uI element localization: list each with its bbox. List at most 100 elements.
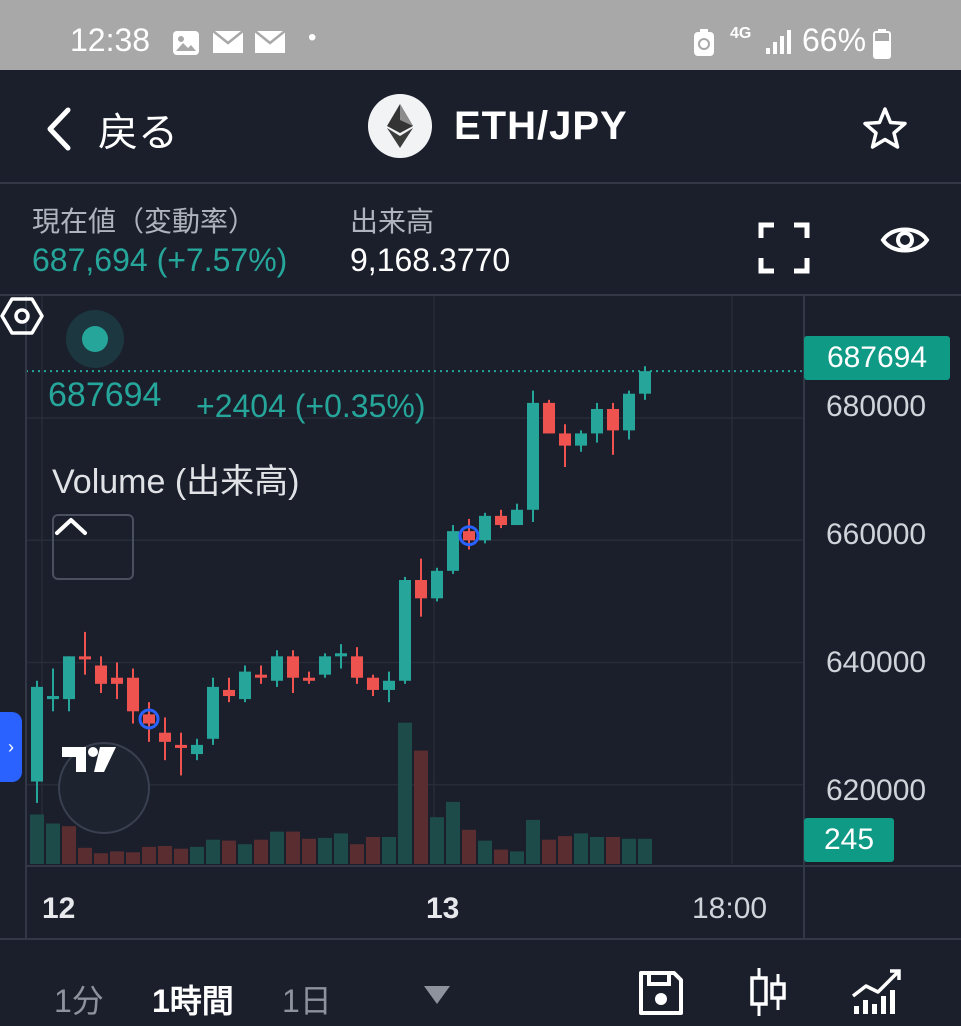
- candle-body: [95, 665, 107, 684]
- volume-bar: [366, 837, 380, 864]
- mail-icon: [212, 30, 244, 53]
- save-icon[interactable]: [638, 970, 684, 1016]
- y-tick-620000: 620000: [826, 774, 927, 807]
- candle-body: [79, 656, 91, 660]
- star-icon[interactable]: [862, 106, 908, 150]
- chevron-up-icon: [55, 518, 87, 535]
- last-price-tag: 687694: [804, 336, 950, 380]
- expand-panel-tab[interactable]: ›: [0, 712, 22, 782]
- volume-bar: [574, 833, 588, 864]
- volume-bar: [62, 826, 76, 864]
- eye-icon[interactable]: [880, 222, 930, 258]
- app-header: 戻る ETH/JPY: [0, 70, 961, 184]
- candle-body: [479, 515, 491, 541]
- timeframe-1d[interactable]: 1日: [282, 983, 332, 1019]
- volume-label: 出来高: [350, 206, 435, 237]
- candle-body: [319, 656, 331, 675]
- price-value: 687,694 (+7.57%): [32, 242, 288, 278]
- dropdown-icon[interactable]: [422, 984, 452, 1006]
- candlestick-chart: [25, 296, 961, 938]
- back-button[interactable]: 戻る: [44, 100, 178, 158]
- price-chart[interactable]: 687694 +2404 (+0.35%) Volume (出来高) › 687…: [0, 296, 961, 938]
- volume-bar: [494, 849, 508, 864]
- timeframe-1h[interactable]: 1時間: [152, 983, 234, 1019]
- battery-icon: [873, 29, 891, 59]
- price-label: 現在値（変動率）: [32, 206, 257, 237]
- volume-value: 9,168.3770: [350, 242, 511, 278]
- volume-bar: [110, 851, 124, 864]
- candle-body: [31, 686, 43, 782]
- candle-body: [575, 433, 587, 446]
- indicator-label: Volume (出来高): [52, 463, 300, 501]
- market-info: 現在値（変動率） 687,694 (+7.57%) 出来高 9,168.3770: [0, 184, 961, 296]
- volume-bar: [254, 839, 268, 864]
- volume-bar: [606, 837, 620, 864]
- fullscreen-icon[interactable]: [758, 222, 810, 274]
- live-indicator: [66, 310, 124, 368]
- y-tick-640000: 640000: [826, 646, 927, 679]
- volume-bar: [638, 838, 652, 864]
- status-time: 12:38: [70, 22, 151, 58]
- ethereum-icon: [368, 94, 432, 158]
- candle-body: [175, 744, 187, 748]
- indicators-icon[interactable]: [850, 968, 902, 1016]
- candle-body: [63, 656, 75, 700]
- volume-bar: [334, 833, 348, 864]
- candle-body: [591, 408, 603, 434]
- mail-icon: [254, 30, 286, 53]
- candle-body: [351, 656, 363, 678]
- candle-body: [191, 744, 203, 755]
- volume-bar: [30, 814, 44, 864]
- signal-icon: [766, 30, 791, 54]
- battery-saver-icon: [694, 29, 714, 56]
- tradingview-icon: [62, 747, 116, 772]
- trade-marker: [458, 525, 480, 547]
- candle-body: [223, 689, 235, 697]
- volume-bar: [174, 848, 188, 864]
- back-label: 戻る: [98, 111, 178, 155]
- x-tick-1800: 18:00: [692, 892, 768, 925]
- candle-body: [287, 656, 299, 678]
- chart-toolbar: 1分 1時間 1日: [0, 938, 961, 1026]
- volume-bar: [190, 846, 204, 864]
- volume-bar: [318, 837, 332, 864]
- tradingview-logo[interactable]: [58, 742, 150, 834]
- candle-body: [559, 433, 571, 446]
- volume-bar: [158, 846, 172, 864]
- volume-bar: [462, 829, 476, 864]
- volume-bar: [478, 840, 492, 864]
- volume-bars: [30, 722, 652, 864]
- candle-body: [623, 393, 635, 431]
- volume-bar: [558, 836, 572, 864]
- settings-icon[interactable]: [0, 296, 44, 336]
- volume-bar: [398, 722, 412, 864]
- chart-price: 687694: [48, 376, 162, 414]
- candlestick-icon[interactable]: [748, 966, 788, 1018]
- trade-markers: [138, 525, 480, 730]
- network-type: 4G: [730, 25, 752, 42]
- volume-bar: [94, 853, 108, 864]
- image-icon: [173, 31, 199, 55]
- volume-bar: [526, 819, 540, 864]
- y-tick-660000: 660000: [826, 518, 927, 551]
- collapse-indicator-button[interactable]: [52, 514, 134, 580]
- chevron-right-icon: ›: [8, 736, 14, 757]
- volume-bar: [414, 750, 428, 864]
- volume-bar: [78, 847, 92, 864]
- volume-bar: [270, 831, 284, 864]
- candle-body: [271, 656, 283, 681]
- candle-body: [159, 732, 171, 742]
- pair-heading: ETH/JPY: [368, 94, 628, 158]
- volume-bar: [622, 838, 636, 864]
- candle-body: [639, 371, 651, 394]
- volume-bar: [142, 846, 156, 864]
- candle-body: [511, 509, 523, 526]
- x-tick-13: 13: [426, 892, 460, 925]
- volume-bar: [46, 823, 60, 864]
- candle-body: [495, 515, 507, 526]
- candle-body: [207, 686, 219, 739]
- timeframe-1m[interactable]: 1分: [54, 983, 104, 1019]
- volume-bar: [222, 840, 236, 864]
- status-bar: 12:38 • 4G 66%: [0, 0, 961, 70]
- live-dot: [82, 326, 108, 352]
